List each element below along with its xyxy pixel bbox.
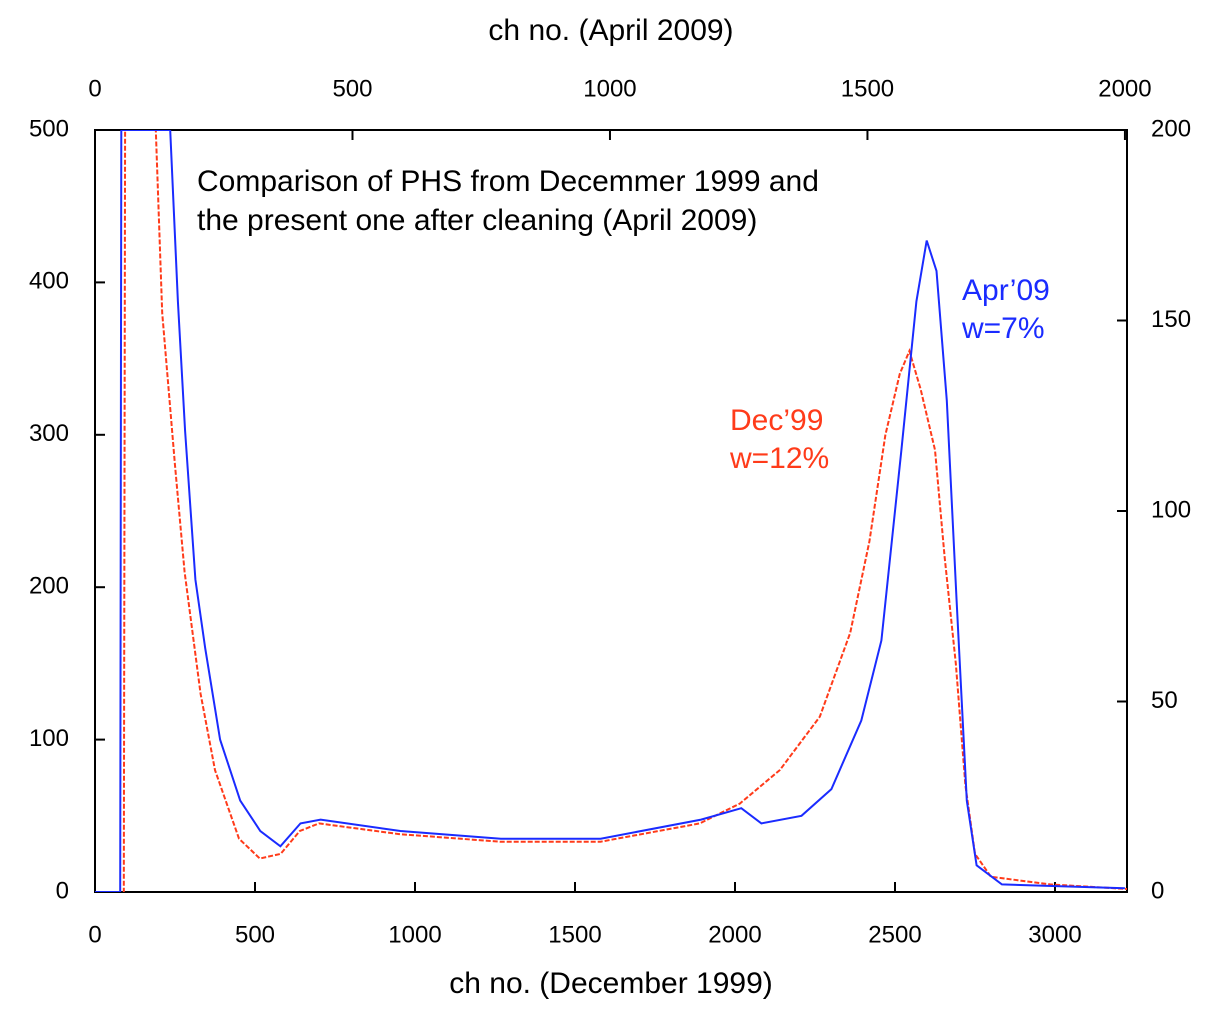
y2-tick-label: 100 <box>1151 496 1191 523</box>
y-tick-label: 500 <box>29 115 69 142</box>
y2-tick-label: 150 <box>1151 306 1191 333</box>
y-tick-label: 300 <box>29 420 69 447</box>
plot-frame <box>94 129 1128 893</box>
legend-width: w=7% <box>961 312 1045 345</box>
annotation: Comparison of PHS from Decemmer 1999 and <box>197 165 819 198</box>
annotation: the present one after cleaning (April 20… <box>197 204 757 237</box>
x-tick-label: 2500 <box>868 921 921 948</box>
x-tick-label: 1500 <box>548 921 601 948</box>
y-tick-label: 400 <box>29 268 69 295</box>
x2-tick-label: 2000 <box>1098 75 1151 102</box>
y2-tick-label: 0 <box>1151 877 1164 904</box>
legend-label: Dec’99 <box>730 404 823 437</box>
x-axis-label: ch no. (December 1999) <box>449 967 773 1000</box>
y-tick-label: 100 <box>29 725 69 752</box>
x-tick-label: 3000 <box>1028 921 1081 948</box>
x2-tick-label: 0 <box>88 75 101 102</box>
x2-axis-label: ch no. (April 2009) <box>488 14 733 47</box>
y2-tick-label: 200 <box>1151 115 1191 142</box>
x-tick-label: 0 <box>88 921 101 948</box>
y2-tick-label: 50 <box>1151 687 1178 714</box>
legend-width: w=12% <box>729 442 829 475</box>
y-tick-label: 200 <box>29 573 69 600</box>
legend-label: Apr’09 <box>962 274 1050 307</box>
x-tick-label: 1000 <box>388 921 441 948</box>
x2-tick-label: 1500 <box>841 75 894 102</box>
x-tick-label: 2000 <box>708 921 761 948</box>
series-line <box>95 130 1125 892</box>
y-tick-label: 0 <box>56 877 69 904</box>
x-tick-label: 500 <box>235 921 275 948</box>
x2-tick-label: 1000 <box>583 75 636 102</box>
x2-tick-label: 500 <box>332 75 372 102</box>
series-line <box>95 130 1127 892</box>
